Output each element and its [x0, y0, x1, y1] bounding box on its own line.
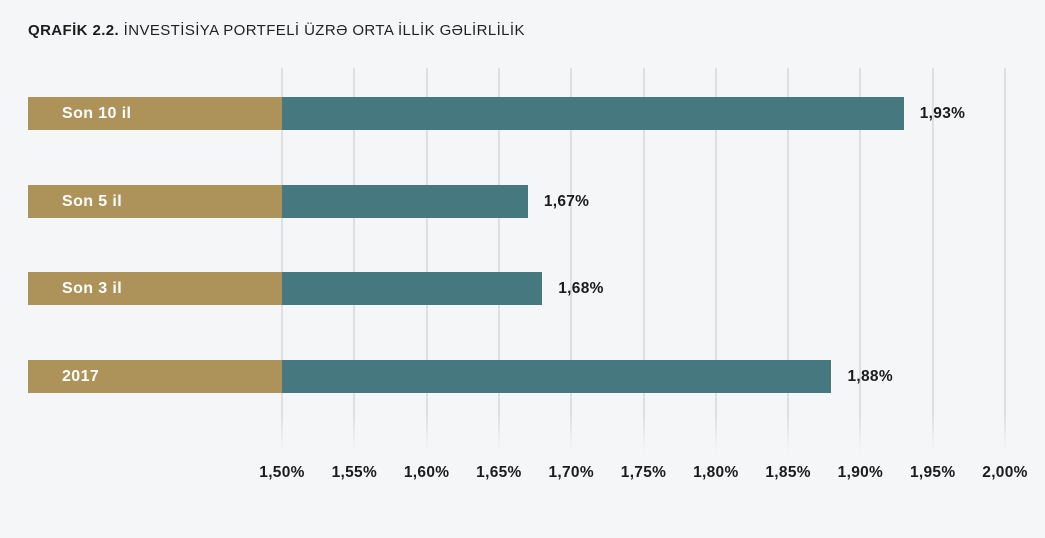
- x-tick-label: 1,60%: [403, 464, 450, 481]
- value-label: 1,93%: [919, 104, 966, 122]
- value-label: 1,68%: [558, 279, 604, 297]
- gridline: [425, 68, 428, 453]
- category-label-strip: Son 3 il: [28, 272, 282, 305]
- category-label: Son 10 il: [62, 104, 132, 122]
- category-label: Son 5 il: [62, 192, 123, 210]
- value-bar: [282, 97, 904, 130]
- x-tick-label: 1,50%: [259, 464, 305, 481]
- chart-title: QRAFİK 2.2. İNVESTİSİYA PORTFELİ ÜZRƏ OR…: [28, 22, 525, 39]
- x-tick-label: 1,80%: [693, 464, 739, 481]
- chart-title-text: İNVESTİSİYA PORTFELİ ÜZRƏ ORTA İLLİK GƏL…: [123, 22, 525, 39]
- x-tick-label: 1,90%: [837, 464, 884, 481]
- x-tick-label: 1,75%: [620, 464, 667, 481]
- value-bar: [282, 360, 832, 393]
- bar-row: Son 10 il 1,93%: [0, 97, 1045, 130]
- gridline: [787, 68, 790, 453]
- category-label-strip: 2017: [28, 360, 282, 393]
- bar-row: Son 3 il 1,68%: [0, 272, 1045, 305]
- gridline: [642, 68, 645, 453]
- gridline: [497, 68, 500, 453]
- x-tick-label: 1,55%: [331, 464, 378, 481]
- gridline: [1004, 68, 1006, 453]
- gridline: [353, 68, 356, 453]
- gridline: [859, 68, 862, 453]
- gridline: [714, 68, 717, 453]
- x-tick-label: 1,65%: [476, 464, 522, 481]
- category-label: Son 3 il: [62, 279, 123, 297]
- chart-title-prefix: QRAFİK 2.2.: [28, 22, 120, 39]
- bar-row: Son 5 il 1,67%: [0, 185, 1045, 218]
- value-bar: [282, 185, 528, 218]
- value-label: 1,88%: [847, 367, 893, 385]
- value-label: 1,67%: [543, 192, 590, 210]
- x-tick-label: 1,85%: [765, 464, 811, 481]
- x-tick-label: 1,70%: [548, 464, 594, 481]
- category-label-strip: Son 10 il: [28, 97, 282, 130]
- bar-row: 2017 1,88%: [0, 360, 1045, 393]
- category-label-strip: Son 5 il: [28, 185, 282, 218]
- gridline: [570, 68, 573, 453]
- x-tick-label: 2,00%: [982, 464, 1028, 481]
- gridline: [931, 68, 934, 453]
- value-bar: [282, 272, 543, 305]
- category-label: 2017: [62, 367, 100, 385]
- gridline: [281, 68, 283, 453]
- x-tick-label: 1,95%: [909, 464, 956, 481]
